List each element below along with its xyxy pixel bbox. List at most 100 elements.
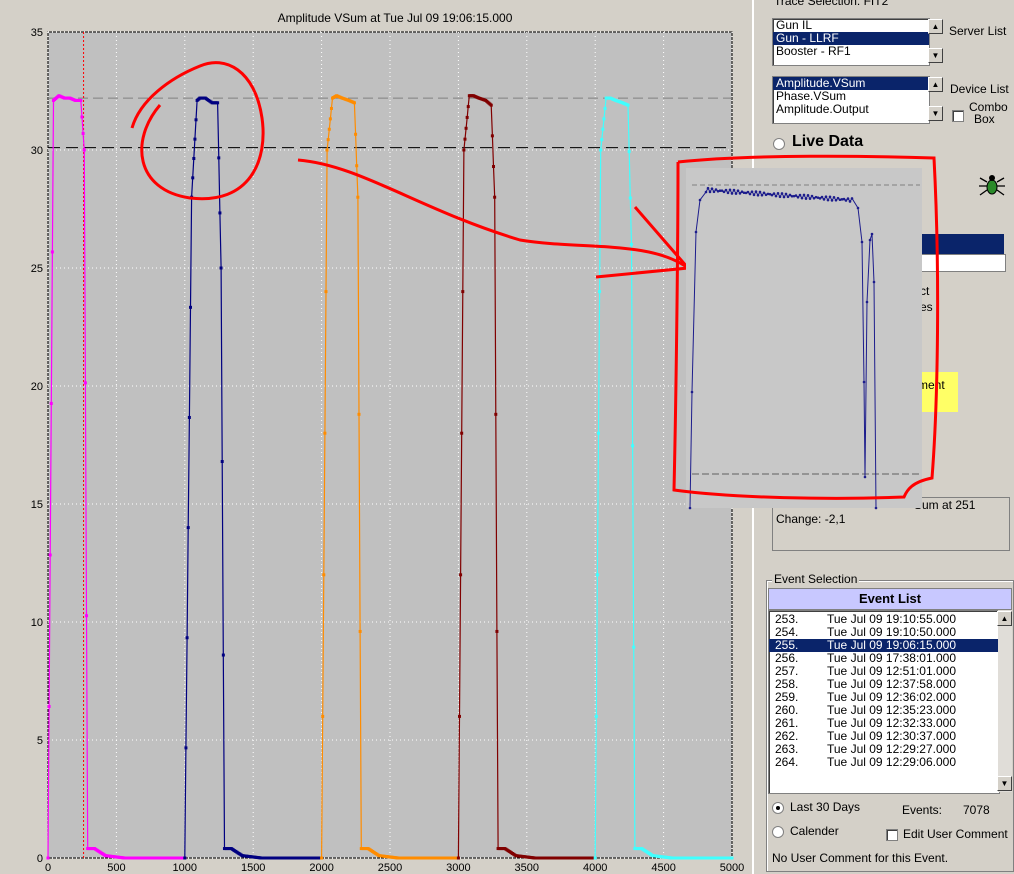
series-point — [463, 137, 467, 141]
series-point — [327, 127, 331, 131]
inset-point — [804, 197, 808, 200]
event-list-item[interactable]: 263. Tue Jul 09 12:29:27.000 — [769, 743, 999, 756]
series-point — [457, 714, 461, 718]
y-tick-label: 0 — [37, 853, 43, 865]
event-list-item[interactable]: 253. Tue Jul 09 19:10:55.000 — [769, 613, 999, 626]
inset-point — [842, 197, 846, 201]
series-point — [493, 195, 497, 199]
inset-point — [860, 240, 864, 244]
series-point — [221, 653, 225, 657]
series-point — [50, 250, 54, 254]
event-list[interactable]: 253. Tue Jul 09 19:10:55.000 254. Tue Jul 0… — [768, 610, 1000, 794]
inset-point — [742, 191, 746, 195]
event-list-item[interactable]: 260. Tue Jul 09 12:35:23.000 — [769, 704, 999, 717]
event-list-item[interactable]: 261. Tue Jul 09 12:32:33.000 — [769, 717, 999, 730]
inset-point — [728, 188, 732, 192]
event-list-item[interactable]: 257. Tue Jul 09 12:51:01.000 — [769, 665, 999, 678]
series-point — [730, 856, 734, 860]
event-number: 257. — [775, 664, 799, 678]
series-point — [324, 290, 328, 294]
event-list-item[interactable]: 256. Tue Jul 09 17:38:01.000 — [769, 652, 999, 665]
series-point — [48, 553, 52, 557]
inset-point — [856, 206, 860, 210]
event-list-item[interactable]: 264. Tue Jul 09 12:29:06.000 — [769, 756, 999, 769]
inset-point — [840, 198, 844, 201]
series-point — [184, 746, 188, 750]
inset-point — [748, 192, 752, 196]
y-tick-label: 20 — [31, 381, 43, 393]
series-point — [632, 645, 636, 649]
edit-user-comment-checkbox[interactable] — [886, 829, 898, 841]
event-date: Tue Jul 09 12:32:33.000 — [827, 716, 956, 730]
device-list-item[interactable]: Amplitude.VSum — [773, 77, 929, 90]
event-list-scrollbar[interactable] — [998, 610, 1012, 792]
server-list-item[interactable]: Booster - RF1 — [776, 44, 851, 58]
inset-point — [778, 195, 782, 199]
inset-point — [734, 192, 738, 195]
series-point — [220, 460, 224, 464]
series-point — [595, 573, 599, 577]
event-date: Tue Jul 09 12:36:02.000 — [827, 690, 956, 704]
series-point — [601, 127, 605, 131]
event-list-item[interactable]: 254. Tue Jul 09 19:10:50.000 — [769, 626, 999, 639]
x-tick-label: 4500 — [651, 862, 675, 874]
series-point — [462, 148, 466, 152]
server-list[interactable]: Gun IL Gun - LLRF Booster - RF1 — [772, 18, 930, 66]
server-list-scroll-up[interactable]: ▲ — [928, 19, 943, 34]
last-30-days-radio[interactable] — [772, 802, 784, 814]
server-list-item[interactable]: Gun - LLRF — [773, 32, 929, 45]
partial-text-4: Sum at 251 — [914, 498, 976, 512]
event-list-item[interactable]: 262. Tue Jul 09 12:30:37.000 — [769, 730, 999, 743]
event-date: Tue Jul 09 19:10:50.000 — [827, 625, 956, 639]
event-list-item[interactable]: 258. Tue Jul 09 12:37:58.000 — [769, 678, 999, 691]
inset-point — [712, 190, 716, 194]
series-point — [356, 195, 360, 199]
inset-point — [762, 191, 766, 195]
series-point — [354, 132, 358, 136]
series-point — [219, 266, 223, 270]
device-list-scroll-down[interactable]: ▼ — [928, 106, 943, 121]
event-list-item[interactable]: 255. Tue Jul 09 19:06:15.000 — [769, 639, 999, 652]
spider-icon[interactable] — [978, 170, 1006, 200]
event-list-scroll-up[interactable]: ▲ — [997, 611, 1012, 626]
inset-point — [826, 198, 830, 202]
device-list-item[interactable]: Amplitude.Output — [776, 102, 869, 116]
inset-point — [716, 189, 720, 193]
combo-box-checkbox[interactable] — [952, 110, 964, 122]
event-date: Tue Jul 09 12:30:37.000 — [827, 729, 956, 743]
inset-point — [784, 192, 788, 196]
inset-point — [724, 188, 728, 192]
server-list-item[interactable]: Gun IL — [776, 18, 813, 32]
device-list[interactable]: Amplitude.VSum Phase.VSum Amplitude.Output — [772, 76, 930, 124]
calender-radio[interactable] — [772, 826, 784, 838]
inset-point — [714, 188, 718, 191]
series-point — [603, 106, 607, 110]
series-point — [352, 101, 356, 105]
server-list-scroll-down[interactable]: ▼ — [928, 48, 943, 63]
event-number: 254. — [775, 625, 799, 639]
event-date: Tue Jul 09 12:29:06.000 — [827, 755, 956, 769]
series-point — [495, 629, 499, 633]
event-number: 253. — [775, 612, 799, 626]
inset-point — [814, 195, 818, 199]
event-number: 262. — [775, 729, 799, 743]
device-list-scroll-up[interactable]: ▲ — [928, 77, 943, 92]
inset-point — [780, 192, 784, 195]
device-list-label: Device List — [950, 82, 1009, 96]
series-point — [192, 156, 196, 160]
inset-point — [690, 390, 694, 394]
event-list-item[interactable]: 259. Tue Jul 09 12:36:02.000 — [769, 691, 999, 704]
inset-point — [872, 280, 876, 284]
zoom-inset — [672, 154, 940, 510]
no-comment-text: No User Comment for this Event. — [772, 851, 949, 865]
event-list-scroll-down[interactable]: ▼ — [997, 776, 1012, 791]
last-30-days-label: Last 30 Days — [790, 800, 861, 814]
live-data-radio[interactable] — [773, 138, 785, 150]
x-tick-label: 4000 — [583, 862, 607, 874]
inset-point — [792, 194, 796, 198]
inset-point — [744, 191, 748, 195]
x-tick-label: 3500 — [515, 862, 539, 874]
inset-point — [726, 191, 730, 195]
device-list-item[interactable]: Phase.VSum — [776, 89, 847, 103]
series-point — [626, 103, 630, 107]
